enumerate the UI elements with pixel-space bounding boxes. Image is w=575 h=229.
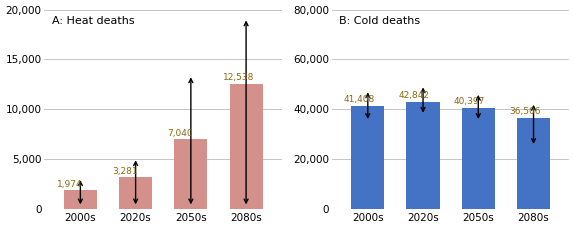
Text: 36,506: 36,506 xyxy=(509,107,540,116)
Bar xyxy=(119,177,152,209)
Text: 3,281: 3,281 xyxy=(112,167,138,176)
Bar xyxy=(174,139,208,209)
Bar xyxy=(462,108,495,209)
Bar xyxy=(351,106,384,209)
Bar xyxy=(64,190,97,209)
Bar xyxy=(407,102,440,209)
Text: 12,538: 12,538 xyxy=(223,73,254,82)
Text: 41,408: 41,408 xyxy=(343,95,375,104)
Text: 40,397: 40,397 xyxy=(454,97,485,106)
Bar xyxy=(229,84,263,209)
Text: 1,974: 1,974 xyxy=(57,180,83,189)
Text: B: Cold deaths: B: Cold deaths xyxy=(339,16,420,26)
Text: 42,842: 42,842 xyxy=(398,91,430,100)
Text: A: Heat deaths: A: Heat deaths xyxy=(52,16,134,26)
Text: 7,040: 7,040 xyxy=(168,128,193,138)
Bar xyxy=(517,118,550,209)
